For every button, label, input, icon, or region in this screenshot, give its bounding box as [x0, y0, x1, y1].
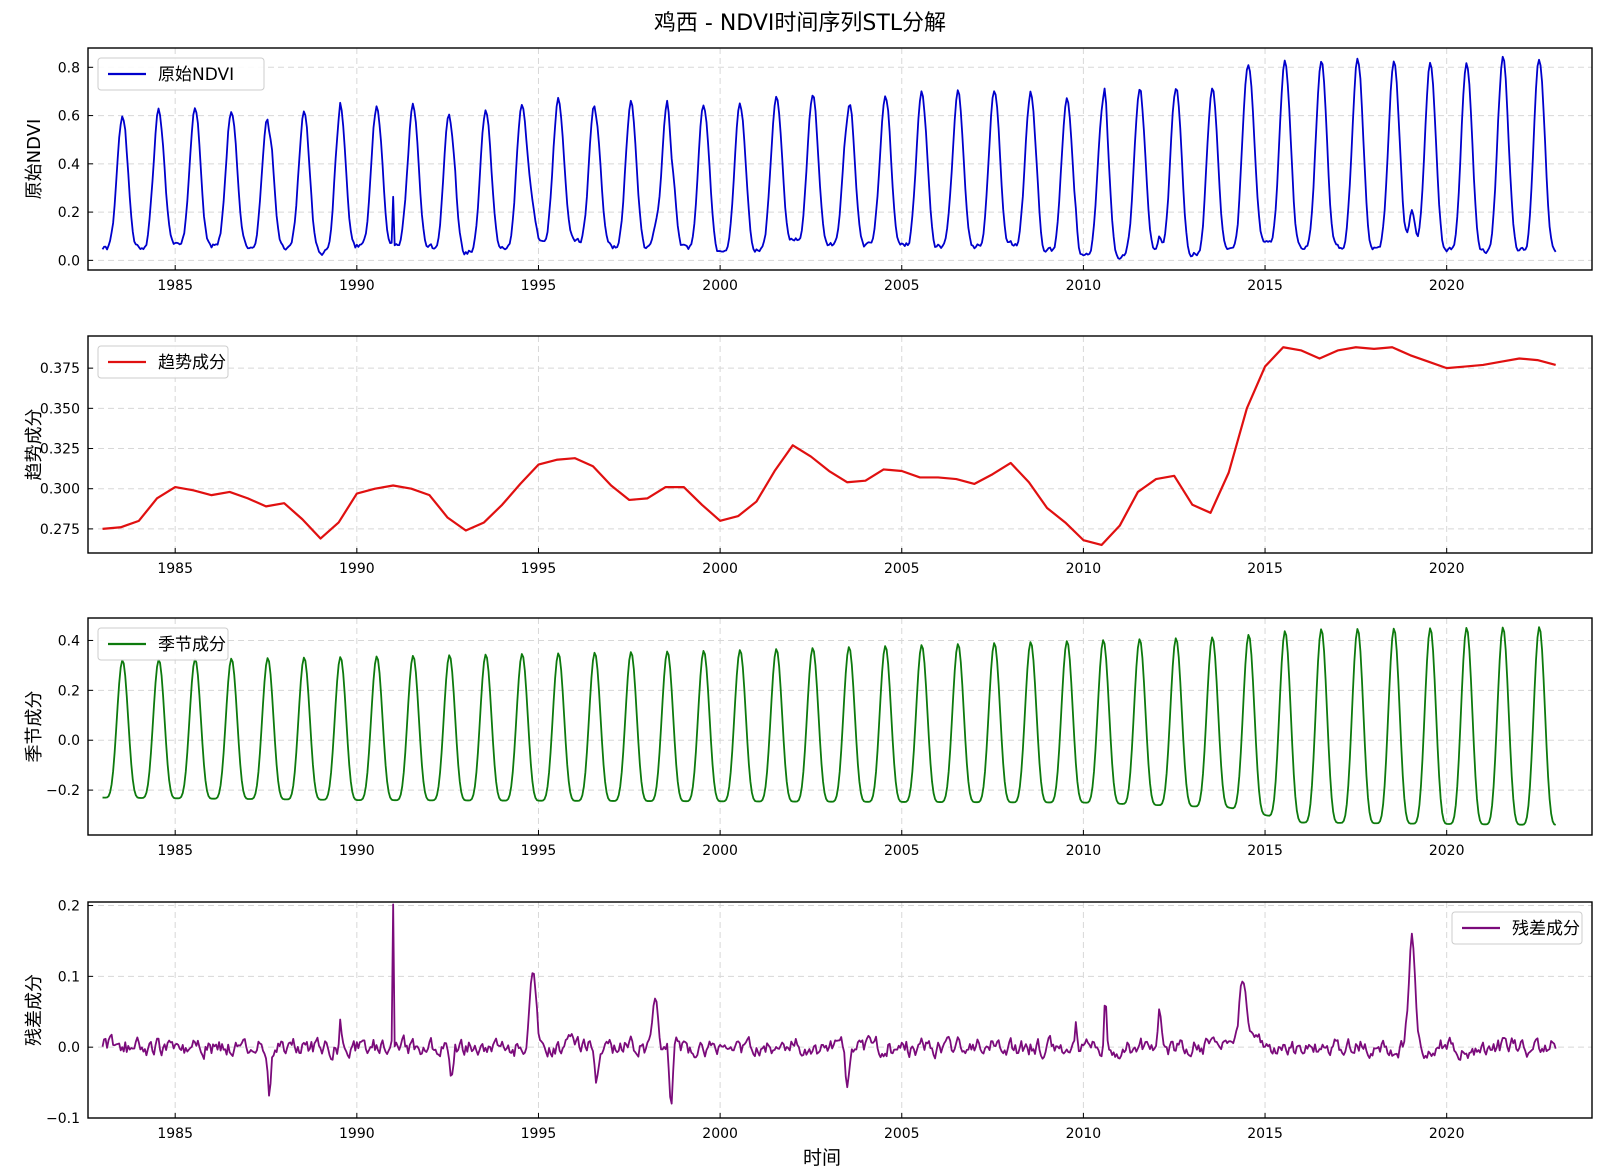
axes-frame	[87, 47, 1593, 271]
x-tick-label: 1990	[339, 843, 375, 859]
y-tick-label: 0.4	[58, 157, 80, 173]
axes-frame	[87, 617, 1593, 836]
series-line	[101, 55, 1557, 260]
y-axis-label: 原始NDVI	[24, 119, 45, 200]
x-tick-label: 2000	[702, 1126, 738, 1142]
y-tick-label: 0.2	[58, 899, 80, 915]
x-tick-label: 2005	[884, 843, 920, 859]
axes-frame	[87, 901, 1593, 1119]
y-tick-label: 0.300	[40, 482, 80, 498]
axes-frame	[87, 335, 1593, 554]
series-line	[101, 903, 1557, 1105]
y-tick-label: 0.0	[58, 1040, 80, 1056]
y-tick-label: 0.375	[40, 361, 80, 377]
x-tick-label: 1985	[157, 843, 193, 859]
x-tick-label: 2000	[702, 561, 738, 577]
x-tick-label: 2020	[1429, 843, 1465, 859]
legend-box	[97, 345, 229, 379]
legend-label: 残差成分	[1512, 919, 1580, 939]
legend: 趋势成分	[97, 345, 229, 379]
x-tick-label: 1995	[521, 561, 557, 577]
x-tick-label: 2020	[1429, 1126, 1465, 1142]
y-tick-label: −0.2	[46, 783, 80, 799]
series-line	[102, 346, 1556, 547]
legend-label: 季节成分	[158, 635, 226, 655]
x-tick-label: 2020	[1429, 561, 1465, 577]
legend-label: 原始NDVI	[158, 65, 234, 85]
x-tick-label: 2010	[1066, 561, 1102, 577]
x-tick-label: 1990	[339, 1126, 375, 1142]
y-tick-label: 0.8	[58, 60, 80, 76]
x-tick-label: 2000	[702, 843, 738, 859]
x-tick-label: 1995	[521, 278, 557, 294]
y-tick-label: 0.0	[58, 733, 80, 749]
y-tick-label: 0.275	[40, 522, 80, 538]
x-tick-label: 1990	[339, 561, 375, 577]
x-tick-label: 1985	[157, 1126, 193, 1142]
x-tick-label: 2010	[1066, 843, 1102, 859]
figure-title: 鸡西 - NDVI时间序列STL分解	[654, 11, 946, 36]
y-tick-label: 0.1	[58, 969, 80, 985]
x-tick-label: 1985	[157, 561, 193, 577]
subplot-2: 1985 1990 1995 2000 2005 2010 2015 2020 0.275 0.3…	[24, 335, 1593, 577]
x-tick-label: 1995	[521, 843, 557, 859]
y-tick-label: 0.350	[40, 401, 80, 417]
x-axis-label: 时间	[803, 1147, 841, 1169]
y-tick-label: −0.1	[46, 1111, 80, 1127]
legend-box	[97, 57, 265, 91]
subplot-1: 1985 1990 1995 2000 2005 2010 2015 2020 0.0 0.2 0.…	[24, 47, 1593, 294]
x-tick-label: 1985	[157, 278, 193, 294]
x-tick-label: 2015	[1247, 561, 1283, 577]
x-tick-label: 2010	[1066, 278, 1102, 294]
y-axis-label: 残差成分	[24, 974, 45, 1046]
series-line	[102, 626, 1557, 826]
y-tick-label: 0.6	[58, 109, 80, 125]
subplot-3: 1985 1990 1995 2000 2005 2010 2015 2020 −0.2 0.0 0…	[24, 617, 1593, 859]
y-tick-label: 0.2	[58, 683, 80, 699]
subplot-panels: 1985 1990 1995 2000 2005 2010 2015 2020 0.0 0.2 0.…	[24, 47, 1593, 1142]
legend-box	[97, 627, 229, 661]
x-tick-label: 2005	[884, 278, 920, 294]
x-tick-label: 2005	[884, 1126, 920, 1142]
legend: 季节成分	[97, 627, 229, 661]
x-tick-label: 2005	[884, 561, 920, 577]
legend-box	[1451, 911, 1583, 945]
legend-label: 趋势成分	[158, 353, 226, 373]
x-tick-label: 1995	[521, 1126, 557, 1142]
y-axis-label: 趋势成分	[24, 409, 45, 481]
x-tick-label: 2000	[702, 278, 738, 294]
y-tick-label: 0.0	[58, 253, 80, 269]
x-tick-label: 2015	[1247, 1126, 1283, 1142]
y-tick-label: 0.325	[40, 442, 80, 458]
x-tick-label: 1990	[339, 278, 375, 294]
x-tick-label: 2010	[1066, 1126, 1102, 1142]
legend: 残差成分	[1451, 911, 1583, 945]
legend: 原始NDVI	[97, 57, 265, 91]
y-tick-label: 0.4	[58, 633, 80, 649]
x-tick-label: 2015	[1247, 843, 1283, 859]
x-tick-label: 2020	[1429, 278, 1465, 294]
y-tick-label: 0.2	[58, 205, 80, 221]
x-tick-label: 2015	[1247, 278, 1283, 294]
subplot-4: 1985 1990 1995 2000 2005 2010 2015 2020 −0.1 0.0 0…	[24, 899, 1593, 1142]
y-axis-label: 季节成分	[24, 691, 45, 763]
